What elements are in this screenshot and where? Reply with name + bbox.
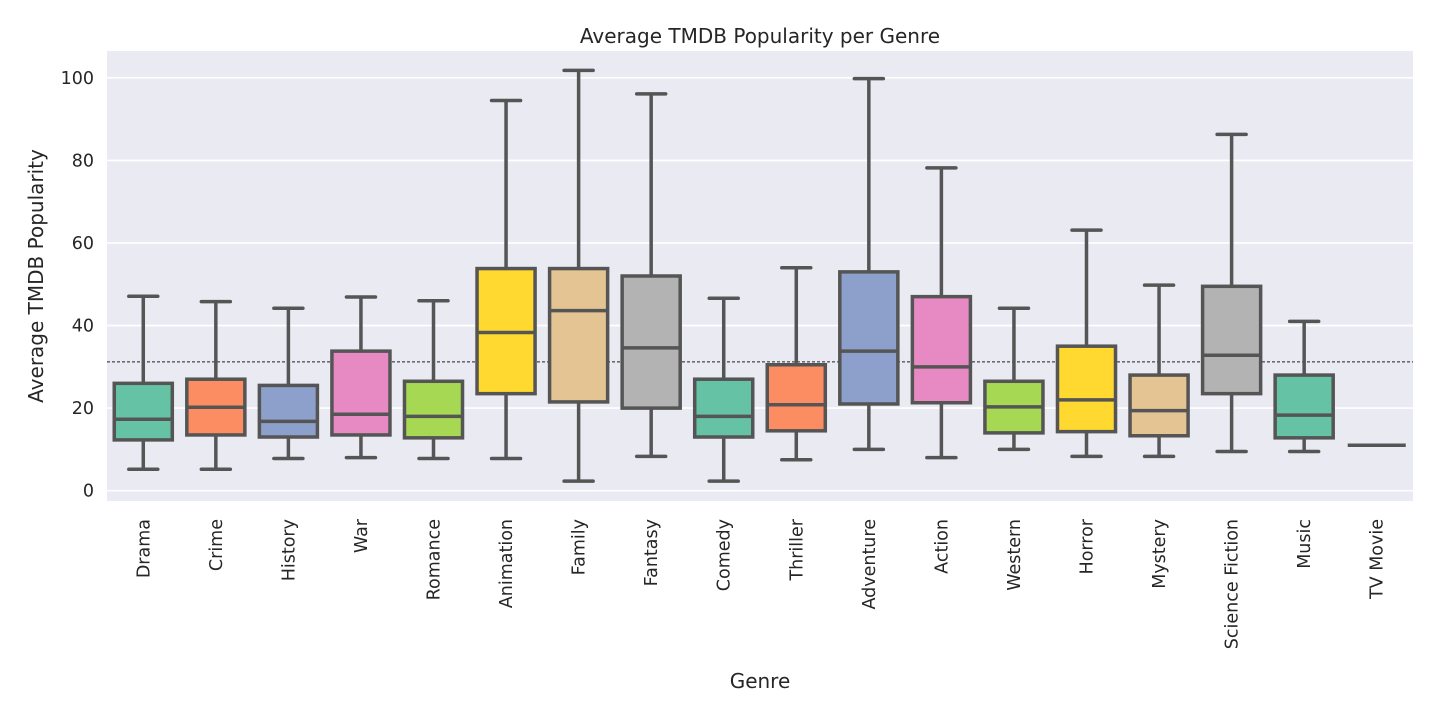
y-tick-label-60: 60	[72, 234, 94, 254]
y-axis-label: Average TMDB Popularity	[24, 149, 48, 403]
box-iqr	[692, 377, 755, 439]
box-western	[983, 306, 1045, 452]
box-war	[330, 295, 392, 460]
y-tick-label-0: 0	[83, 482, 94, 502]
box-iqr	[1055, 344, 1118, 434]
box-iqr	[838, 270, 900, 406]
x-tick-label-war: War	[352, 518, 372, 553]
box-iqr	[910, 294, 973, 405]
box-fantasy	[620, 92, 682, 459]
box-horror	[1055, 228, 1118, 459]
x-tick-label-science-fiction: Science Fiction	[1223, 519, 1243, 649]
box-comedy	[692, 296, 755, 483]
x-tick-label-history: History	[279, 519, 299, 581]
x-tick-label-western: Western	[1005, 519, 1025, 591]
x-tick-label-crime: Crime	[207, 519, 227, 571]
box-iqr	[1200, 284, 1263, 396]
box-iqr	[547, 266, 610, 404]
box-iqr	[257, 383, 320, 439]
box-iqr	[1128, 373, 1190, 438]
x-axis-label: Genre	[730, 669, 791, 693]
boxes-layer	[112, 68, 1406, 483]
box-iqr	[765, 363, 828, 433]
chart-title: Average TMDB Popularity per Genre	[580, 24, 940, 48]
box-family	[547, 68, 610, 483]
box-mystery	[1128, 283, 1190, 459]
x-tick-label-comedy: Comedy	[715, 519, 735, 591]
box-music	[1273, 319, 1335, 454]
box-history	[257, 306, 320, 461]
x-tick-label-tv-movie: TV Movie	[1368, 519, 1388, 600]
x-tick-label-family: Family	[570, 519, 590, 575]
box-iqr	[330, 349, 392, 437]
y-tick-label-80: 80	[72, 151, 94, 171]
plot-area	[107, 51, 1413, 501]
box-animation	[475, 98, 537, 461]
x-tick-labels: Drama Crime History War Romance Animation Fami…	[134, 518, 1387, 649]
x-tick-label-mystery: Mystery	[1150, 519, 1170, 589]
y-tick-label-100: 100	[61, 69, 94, 89]
x-tick-label-action: Action	[932, 519, 952, 574]
y-tick-labels: 0 20 40 60 80 100	[61, 69, 94, 502]
x-tick-label-thriller: Thriller	[787, 518, 807, 581]
grid-lines	[107, 77, 1413, 492]
x-tick-label-romance: Romance	[425, 519, 445, 600]
box-romance	[402, 299, 465, 461]
box-science-fiction	[1200, 132, 1263, 454]
box-action	[910, 166, 973, 460]
x-tick-label-drama: Drama	[134, 519, 154, 578]
y-tick-label-20: 20	[72, 399, 94, 419]
x-tick-label-animation: Animation	[497, 519, 517, 608]
box-thriller	[765, 265, 828, 462]
x-tick-label-horror: Horror	[1078, 518, 1098, 574]
box-adventure	[838, 76, 900, 452]
y-tick-label-40: 40	[72, 317, 94, 337]
x-tick-label-adventure: Adventure	[860, 519, 880, 610]
x-tick-label-fantasy: Fantasy	[642, 519, 662, 586]
box-drama	[112, 294, 175, 471]
box-iqr	[1273, 373, 1335, 440]
box-iqr	[112, 381, 175, 442]
box-crime	[185, 299, 247, 471]
box-iqr	[620, 274, 682, 410]
box-iqr	[402, 379, 465, 440]
x-tick-label-music: Music	[1295, 519, 1315, 569]
